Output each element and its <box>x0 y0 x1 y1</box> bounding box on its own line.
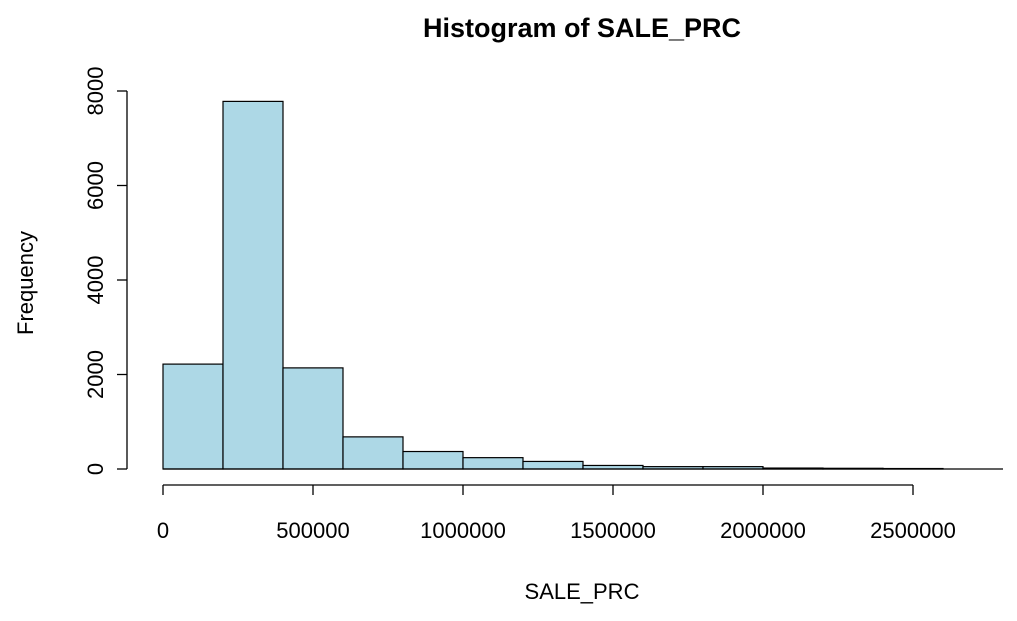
y-tick-label: 2000 <box>83 350 108 399</box>
x-tick-label: 2000000 <box>720 518 806 543</box>
chart-title: Histogram of SALE_PRC <box>423 13 741 43</box>
bars-group <box>162 100 944 470</box>
x-tick-label: 0 <box>157 518 169 543</box>
x-tick-label: 1000000 <box>420 518 506 543</box>
histogram-bar <box>462 457 524 470</box>
x-tick-label: 500000 <box>276 518 349 543</box>
y-axis: 0 2000 4000 6000 8000 <box>83 67 128 475</box>
histogram-bar <box>402 450 464 470</box>
y-tick-label: 0 <box>83 463 108 475</box>
histogram-bar <box>222 100 284 470</box>
y-axis-label: Frequency <box>13 231 38 335</box>
x-tick-label: 2500000 <box>870 518 956 543</box>
histogram-bar <box>162 363 224 470</box>
x-axis: 0 500000 1000000 1500000 2000000 2500000 <box>157 484 956 543</box>
histogram-bar <box>342 436 404 470</box>
x-tick-label: 1500000 <box>570 518 656 543</box>
histogram-bar <box>522 460 584 470</box>
y-tick-label: 6000 <box>83 161 108 210</box>
y-tick-label: 4000 <box>83 256 108 305</box>
x-axis-label: SALE_PRC <box>525 579 640 604</box>
histogram-bar <box>282 367 344 470</box>
y-tick-label: 8000 <box>83 67 108 116</box>
